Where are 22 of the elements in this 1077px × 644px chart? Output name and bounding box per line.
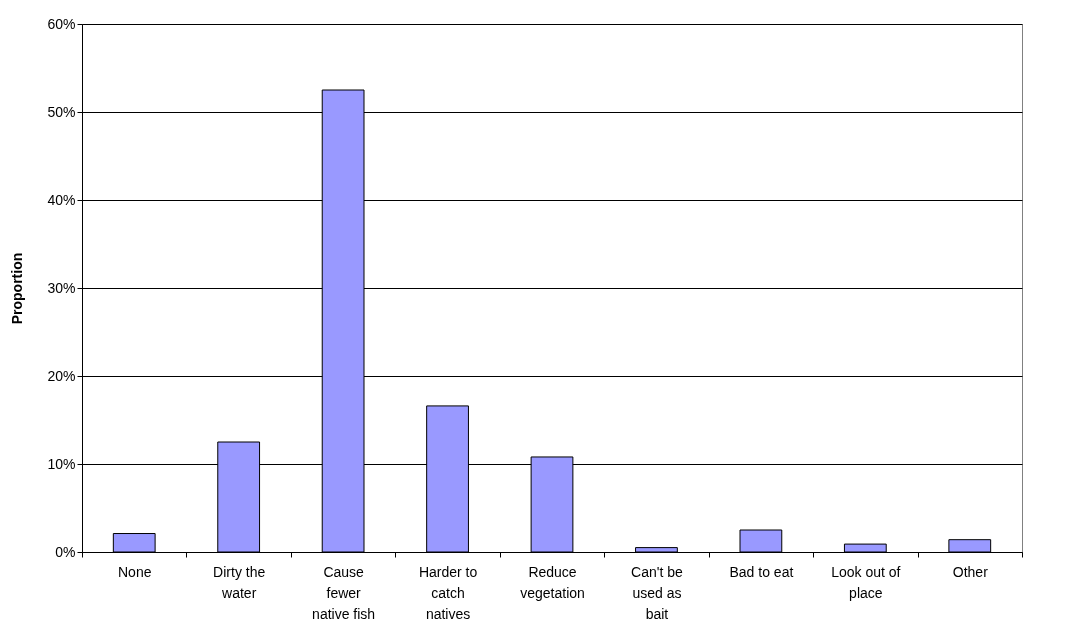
bar: [948, 539, 992, 553]
x-tick-label: Other: [952, 563, 989, 580]
bar: [843, 543, 887, 553]
y-tick-label: 60%: [47, 15, 76, 32]
x-tick-label: Harder to catch natives: [418, 563, 478, 622]
y-tick-label: 50%: [47, 103, 76, 120]
y-tick-label: 20%: [47, 367, 76, 384]
x-tick-label: Cause fewer native fish: [312, 563, 376, 622]
y-axis-title: Proportion: [9, 252, 26, 325]
x-tick-label: Look out of place: [831, 563, 901, 601]
bar: [112, 533, 156, 553]
x-tick-label: None: [117, 563, 152, 580]
x-tick-label: Reduce vegetation: [520, 563, 585, 601]
y-tick-label: 40%: [47, 191, 76, 208]
x-tick-label: Dirty the water: [213, 563, 266, 601]
y-tick-label: 0%: [55, 543, 76, 560]
y-tick-label: 10%: [47, 455, 76, 472]
bar: [739, 529, 783, 553]
bar: [635, 547, 678, 553]
x-tick-label: Can't be used as bait: [631, 563, 684, 622]
x-tick-label: Bad to eat: [729, 563, 794, 580]
y-tick-label: 30%: [47, 279, 76, 296]
